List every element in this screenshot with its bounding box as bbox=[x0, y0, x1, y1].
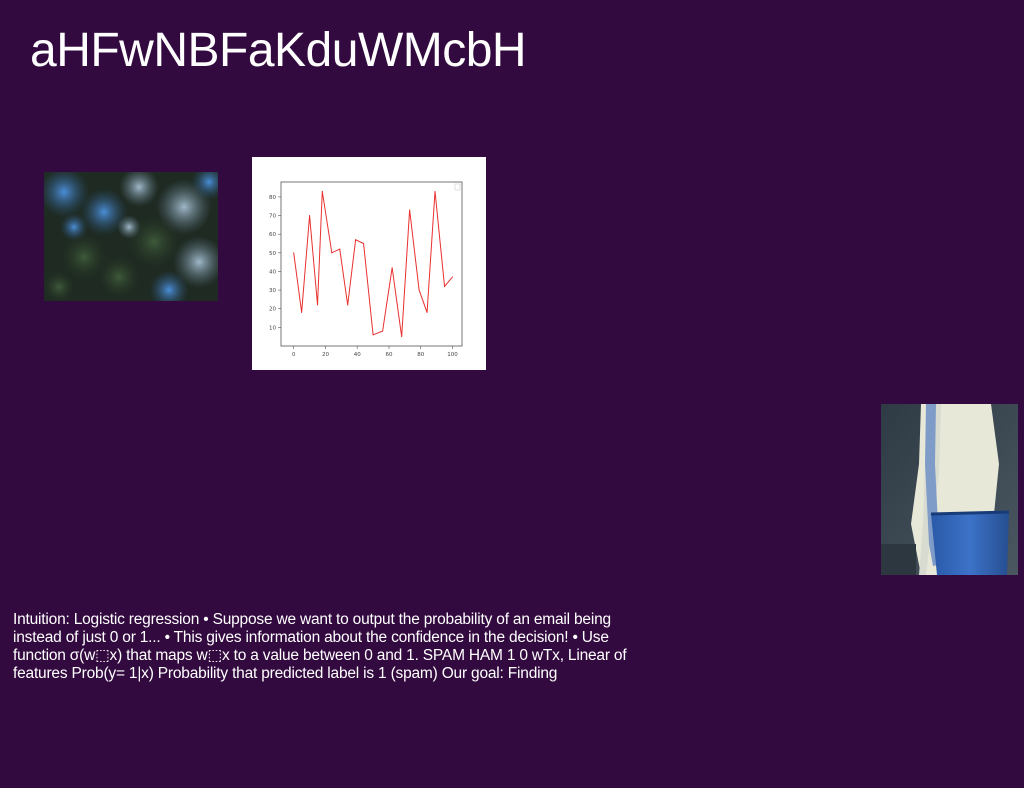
forest-image bbox=[44, 172, 218, 301]
data-point bbox=[301, 311, 303, 313]
y-tick-label: 50 bbox=[269, 251, 276, 257]
x-tick-label: 80 bbox=[417, 352, 424, 358]
data-point bbox=[309, 215, 311, 217]
line-chart-svg: 10 20 30 40 50 60 70 80 0 20 40 60 80 100 bbox=[269, 181, 463, 358]
x-tick-label: 60 bbox=[385, 352, 392, 358]
x-tick-label: 0 bbox=[292, 352, 296, 358]
data-point bbox=[355, 239, 357, 241]
data-point bbox=[372, 334, 374, 336]
data-point bbox=[426, 311, 428, 313]
data-point bbox=[409, 209, 411, 211]
plot-area bbox=[280, 181, 463, 347]
y-tick-label: 70 bbox=[269, 214, 276, 220]
data-point bbox=[317, 304, 319, 306]
line-chart: 10 20 30 40 50 60 70 80 0 20 40 60 80 100 bbox=[252, 157, 486, 370]
data-point bbox=[451, 276, 453, 278]
x-tick-label: 100 bbox=[447, 352, 458, 358]
series-line bbox=[293, 191, 453, 337]
data-point bbox=[321, 190, 323, 192]
data-point bbox=[293, 252, 295, 254]
x-tick-label: 40 bbox=[354, 352, 361, 358]
data-point bbox=[363, 243, 365, 244]
forest-photo bbox=[44, 172, 218, 301]
y-tick-label: 10 bbox=[269, 325, 276, 331]
data-point bbox=[339, 248, 341, 250]
data-point bbox=[434, 190, 436, 192]
slide-title: aHFwNBFaKduWMcbH bbox=[30, 24, 527, 77]
data-point bbox=[444, 285, 446, 287]
slide-body-text: Intuition: Logistic regression • Suppose… bbox=[13, 611, 627, 682]
y-tick-label: 80 bbox=[269, 195, 276, 201]
x-tick-label: 20 bbox=[322, 352, 329, 358]
data-point bbox=[347, 304, 349, 306]
y-tick-label: 60 bbox=[269, 232, 276, 238]
cloth-bucket-photo bbox=[881, 404, 1018, 575]
cloth-bucket-image bbox=[881, 404, 1018, 575]
data-point bbox=[331, 252, 333, 254]
data-point bbox=[401, 336, 403, 338]
y-tick-label: 20 bbox=[269, 307, 276, 313]
y-tick-label: 40 bbox=[269, 269, 276, 275]
legend-box bbox=[454, 183, 461, 191]
data-point bbox=[418, 289, 420, 291]
data-point bbox=[382, 330, 384, 332]
data-point bbox=[391, 267, 393, 269]
y-tick-label: 30 bbox=[269, 288, 276, 294]
